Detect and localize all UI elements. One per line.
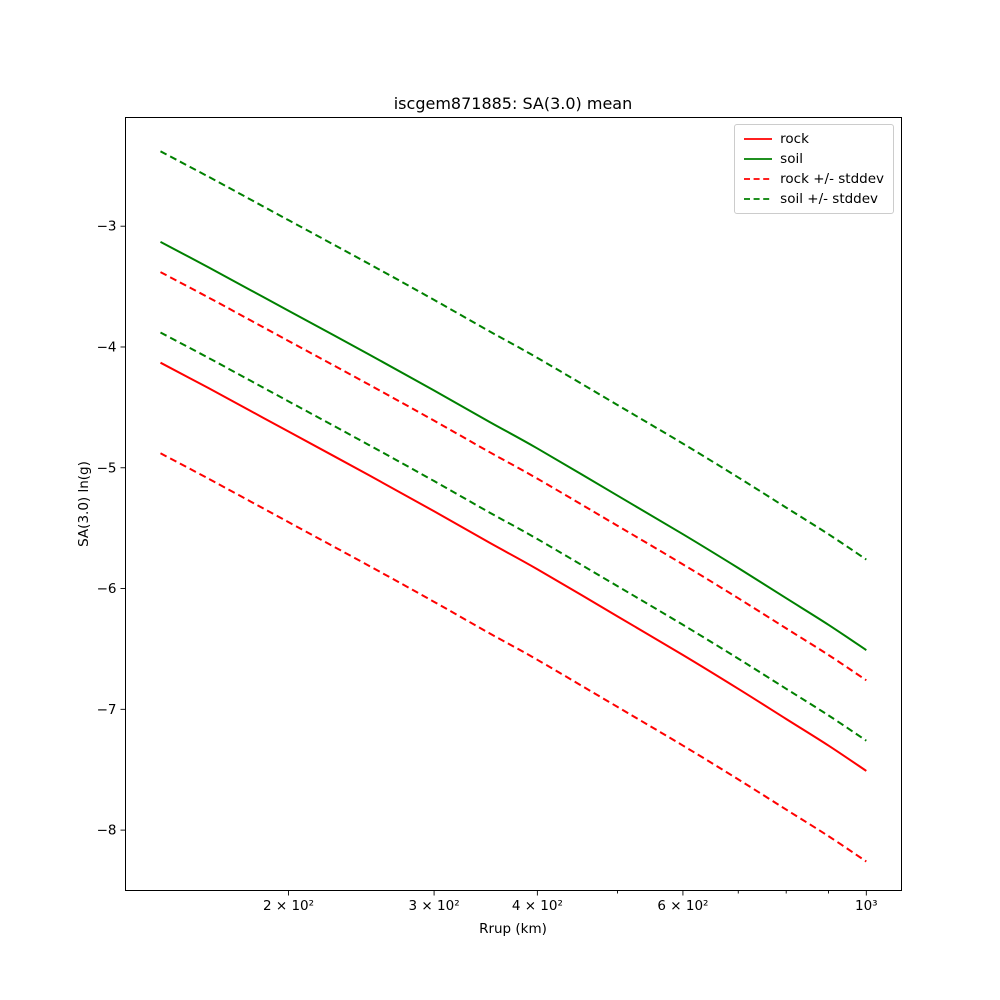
legend-item: rock +/- stddev — [743, 171, 884, 187]
x-tick-label: 4 × 10² — [512, 898, 563, 914]
series-rock-stddev — [160, 271, 867, 682]
legend-line-sample — [744, 158, 773, 160]
y-tick-label: −6 — [97, 581, 117, 597]
y-tick-label: −7 — [97, 702, 117, 718]
y-tick-label: −5 — [97, 460, 117, 476]
x-tick-label: 6 × 10² — [657, 898, 708, 914]
legend-label: soil +/- stddev — [780, 191, 879, 207]
series-rock — [160, 361, 867, 772]
legend-item: rock — [743, 131, 884, 147]
y-tick-label: −4 — [97, 339, 117, 355]
legend: rock soil rock +/- stddev soil +/- stddev — [734, 124, 894, 214]
legend-label: soil — [780, 151, 803, 167]
x-tick-label: 3 × 10² — [409, 898, 460, 914]
chart-title: iscgem871885: SA(3.0) mean — [393, 94, 633, 113]
x-axis-label: Rrup (km) — [479, 921, 547, 937]
series-soil-stddev — [160, 331, 867, 742]
series-soil-stddev — [160, 150, 867, 561]
legend-label: rock — [780, 131, 809, 147]
legend-line-sample — [744, 138, 773, 140]
series-rock-stddev — [160, 452, 867, 863]
legend-label: rock +/- stddev — [780, 171, 884, 187]
legend-line-sample — [744, 198, 773, 200]
axes-spines — [125, 117, 902, 891]
x-tick-label: 10³ — [855, 898, 878, 914]
y-axis-label: SA(3.0) ln(g) — [76, 461, 92, 547]
x-tick-label: 2 × 10² — [263, 898, 314, 914]
legend-item: soil +/- stddev — [743, 191, 884, 207]
legend-line-sample — [744, 178, 773, 180]
legend-item: soil — [743, 151, 884, 167]
series-soil — [160, 241, 867, 651]
y-tick-label: −3 — [97, 219, 117, 235]
y-tick-label: −8 — [97, 823, 117, 839]
